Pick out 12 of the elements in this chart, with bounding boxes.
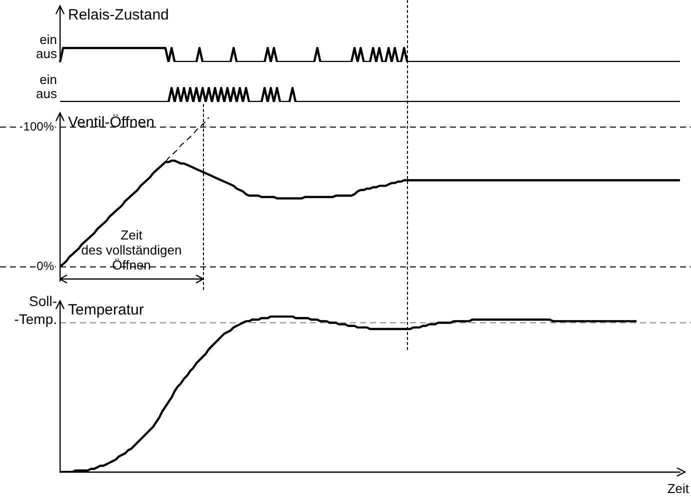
chart-title: Temperatur	[68, 302, 144, 319]
text: aus	[36, 86, 58, 102]
chart-title: Relais-Zustand	[68, 6, 169, 24]
y-tick-label: 100%	[23, 119, 54, 134]
chart-title: Ventil-Öffnen	[68, 114, 154, 131]
text: ein	[40, 72, 57, 88]
annotation: Zeit des vollständigen Öffnen	[81, 227, 182, 272]
text: ein	[40, 32, 57, 48]
y-tick-label: 0%	[36, 259, 54, 274]
x-axis-title: Zeit	[667, 481, 690, 496]
text: aus	[36, 46, 58, 62]
ref-line-label: Soll- -Temp.	[14, 292, 58, 327]
